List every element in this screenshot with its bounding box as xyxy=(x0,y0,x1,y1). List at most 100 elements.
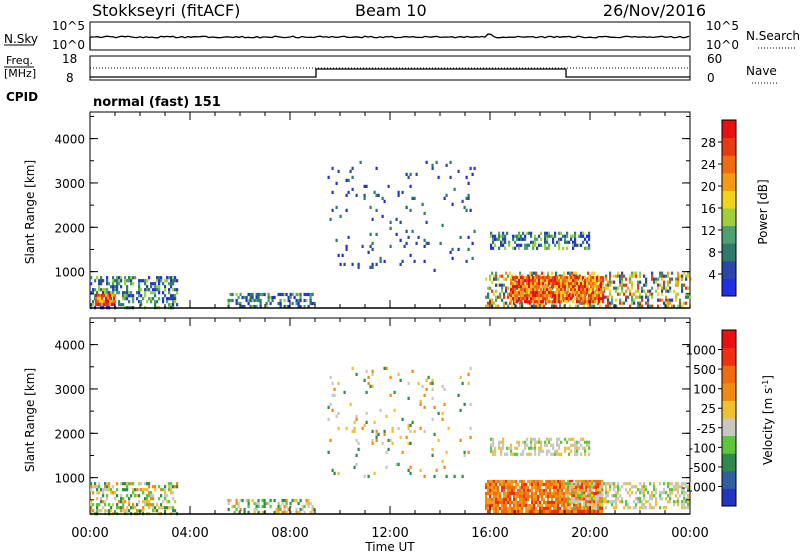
data-cell xyxy=(581,482,584,487)
data-cell xyxy=(522,449,525,453)
data-cell xyxy=(545,485,548,490)
data-cell xyxy=(489,277,492,281)
data-cell xyxy=(584,297,587,301)
data-cell xyxy=(505,506,508,511)
data-cell xyxy=(599,488,602,492)
data-cell xyxy=(552,276,555,280)
data-cell xyxy=(587,506,590,511)
data-cell xyxy=(522,285,525,289)
data-cell xyxy=(512,294,515,298)
data-cell xyxy=(605,482,608,486)
data-cell xyxy=(555,488,558,493)
data-cell xyxy=(655,500,658,504)
data-cell xyxy=(591,482,594,486)
noise-panel: N.Sky 10^5 10^0 10^5 10^0 N.Search xyxy=(4,19,800,52)
freq-left-tick-bottom: 8 xyxy=(66,71,74,85)
data-cell xyxy=(535,497,538,502)
data-cell xyxy=(512,237,515,241)
data-cell xyxy=(492,246,495,250)
data-cell xyxy=(542,279,545,283)
data-cell xyxy=(549,491,552,496)
data-cell xyxy=(104,488,107,492)
data-cell xyxy=(633,500,636,504)
data-cell xyxy=(273,295,276,300)
data-cell xyxy=(645,301,648,305)
data-cell xyxy=(101,296,104,300)
data-cell xyxy=(532,437,535,441)
data-cell xyxy=(629,482,632,486)
data-cell xyxy=(295,292,298,297)
data-cell xyxy=(525,485,528,490)
data-cell xyxy=(355,414,358,418)
data-cell xyxy=(518,243,521,247)
data-cell xyxy=(493,506,496,511)
x-axis-ticks: 00:00 04:00 08:00 12:00 16:00 20:00 00:00 xyxy=(71,526,708,541)
data-cell xyxy=(540,237,543,241)
data-cell xyxy=(542,291,545,295)
data-cell xyxy=(293,295,296,300)
data-cell xyxy=(459,235,462,239)
data-cell xyxy=(385,366,388,370)
data-cell xyxy=(95,302,98,306)
data-cell xyxy=(106,288,109,292)
data-cell xyxy=(681,500,684,504)
data-cell xyxy=(544,240,547,244)
data-cell xyxy=(584,285,587,289)
data-cell xyxy=(588,440,591,444)
data-cell xyxy=(583,482,586,487)
data-cell xyxy=(487,286,490,290)
data-cell xyxy=(375,262,378,266)
data-cell xyxy=(337,411,340,415)
data-cell xyxy=(313,301,316,306)
data-cell xyxy=(513,503,516,508)
colorbar-segment xyxy=(722,418,736,437)
data-cell xyxy=(327,405,330,409)
data-cell xyxy=(522,288,525,292)
data-cell xyxy=(574,234,577,238)
data-cell xyxy=(106,291,109,295)
data-cell xyxy=(459,408,462,412)
data-cell xyxy=(569,506,572,510)
data-cell xyxy=(469,208,472,212)
data-cell xyxy=(150,491,153,495)
data-cell xyxy=(558,446,561,450)
data-cell xyxy=(369,265,372,269)
data-cell xyxy=(544,279,547,283)
data-cell xyxy=(523,491,526,496)
data-cell xyxy=(106,497,109,501)
data-cell xyxy=(549,479,552,484)
data-cell xyxy=(621,277,624,281)
colorbar-segment xyxy=(722,208,736,227)
data-cell xyxy=(570,443,573,447)
data-cell xyxy=(566,240,569,244)
data-cell xyxy=(538,300,541,304)
data-cell xyxy=(501,500,504,505)
data-cell xyxy=(251,298,254,303)
colorbar-tick-label: -1000 xyxy=(681,480,716,494)
data-cell xyxy=(629,280,632,284)
data-cell xyxy=(108,291,111,295)
data-cell xyxy=(689,277,692,281)
data-cell xyxy=(263,498,266,503)
data-cell xyxy=(661,298,664,302)
data-cell xyxy=(505,497,508,502)
data-cell xyxy=(575,494,578,498)
data-cell xyxy=(555,482,558,487)
data-cell xyxy=(162,300,165,304)
data-cell xyxy=(681,286,684,290)
data-cell xyxy=(590,300,593,304)
data-cell xyxy=(532,276,535,280)
data-cell xyxy=(132,282,135,286)
data-cell xyxy=(623,506,626,510)
data-cell xyxy=(587,482,590,487)
data-cell xyxy=(156,279,159,283)
data-cell xyxy=(677,283,680,287)
data-cell xyxy=(687,295,690,299)
data-cell xyxy=(540,449,543,453)
data-cell xyxy=(665,274,668,278)
data-cell xyxy=(532,282,535,286)
data-cell xyxy=(548,231,551,235)
data-cell xyxy=(503,295,506,299)
data-cell xyxy=(526,291,529,295)
data-cell xyxy=(537,485,540,490)
